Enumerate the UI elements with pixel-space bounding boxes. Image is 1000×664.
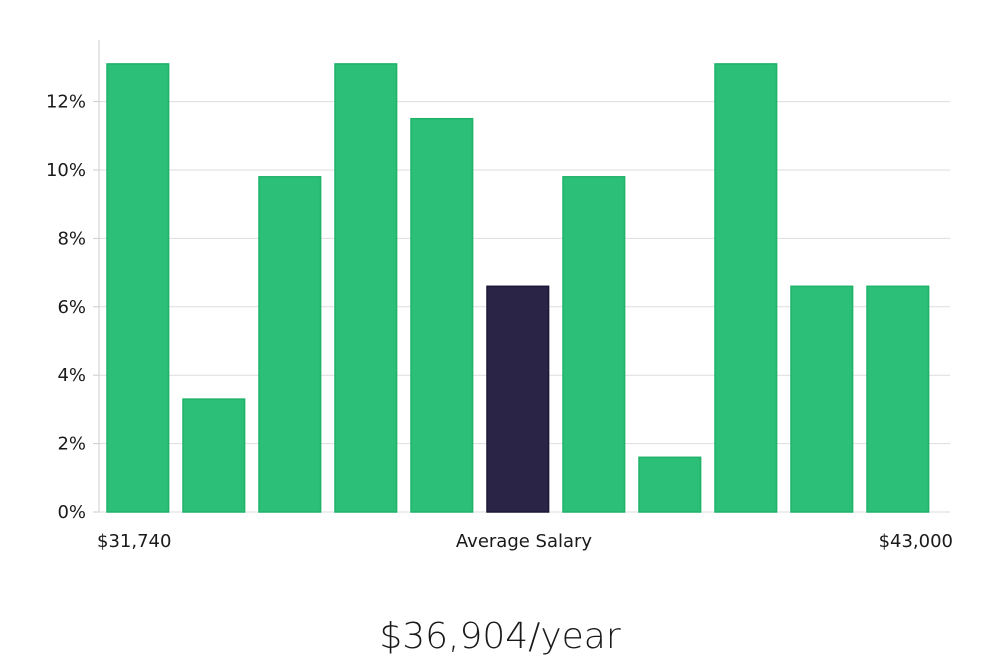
bar-10 (790, 285, 854, 513)
bar-11 (866, 285, 930, 513)
y-tick-label: 12% (46, 92, 86, 113)
bars (106, 63, 930, 513)
bar-7 (562, 176, 626, 513)
bar-2 (182, 398, 246, 513)
bar-3 (258, 176, 322, 513)
bar-1 (106, 63, 170, 513)
bar-average-highlight (486, 285, 550, 513)
x-labels: $31,740 Average Salary $43,000 (97, 531, 953, 552)
y-tick-label: 4% (57, 365, 86, 386)
x-axis-label: Average Salary (456, 531, 593, 552)
x-max-label: $43,000 (879, 531, 953, 552)
average-salary-headline: $36,904/year (379, 616, 621, 657)
y-tick-label: 0% (57, 502, 86, 523)
y-tick-label: 8% (57, 228, 86, 249)
y-tick-label: 10% (46, 160, 86, 181)
x-min-label: $31,740 (97, 531, 171, 552)
bar-8 (638, 456, 702, 513)
y-tick-labels: 0% 2% 4% 6% 8% 10% 12% (46, 92, 86, 523)
y-tick-label: 2% (57, 434, 86, 455)
bar-9 (714, 63, 778, 513)
bar-5 (410, 117, 474, 513)
y-tick-label: 6% (57, 297, 86, 318)
bar-4 (334, 63, 398, 513)
